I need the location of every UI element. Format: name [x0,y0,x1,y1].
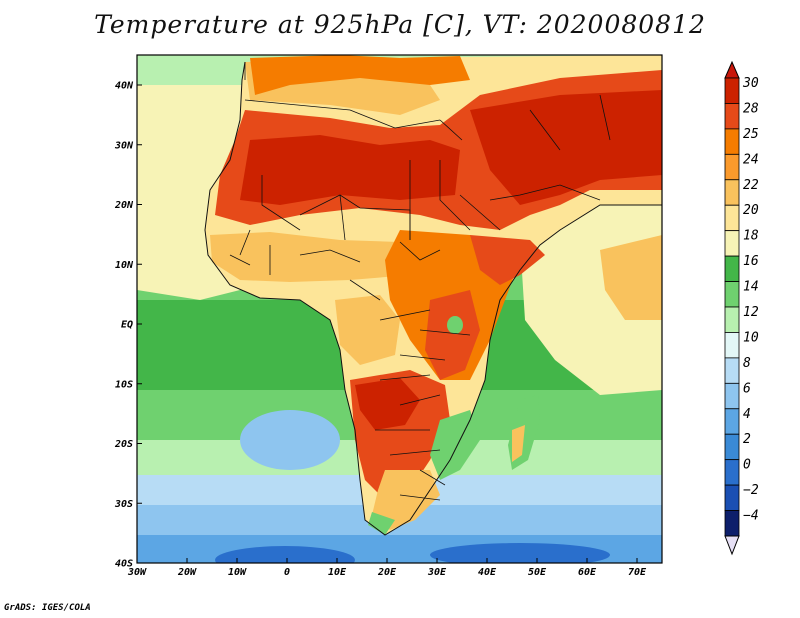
horn-of-africa-hot [470,235,545,285]
colorbar-under-arrow [724,535,740,556]
colorbar-label: 12 [743,305,759,320]
colorbar-label: 22 [743,178,759,193]
lake-victoria [447,316,463,334]
colorbar-swatch [724,153,740,181]
colorbar-label: 25 [743,127,759,142]
sahara-hottest [240,135,460,205]
colorbar-swatch [724,179,740,206]
lat-tick-label: EQ [121,320,133,331]
mozambique-green [430,410,480,480]
lon-tick-label: 50E [528,567,547,578]
colorbar-swatch [724,357,740,384]
colorbar-swatch [724,408,740,435]
longitude-axis: 30W 20W 10W 0 10E 20E 30E 40E 50E 60E 70E [127,558,647,578]
lon-tick-label: 10W [228,567,247,578]
latitude-axis: 40N 30N 20N 10N EQ 10S 20S 30S 40S [114,81,142,570]
colorbar-swatch [724,128,740,155]
europe-warm [250,55,470,95]
congo-mild [335,295,400,365]
lat-tick-label: 20S [114,439,133,450]
colorbar-swatch [724,103,740,130]
colorbar-label: 2 [743,432,751,447]
colorbar-label: 18 [743,229,759,244]
lon-tick-label: 70E [628,567,647,578]
colorbar-label: 30 [742,76,759,91]
ocean-cold-patch [215,546,355,563]
plot-frame [136,54,663,564]
lat-tick-label: 30N [114,140,134,151]
madagascar-mild [512,425,525,462]
colorbar-label: 10 [743,330,759,345]
colorbar-label: 20 [743,203,759,218]
colorbar-label: 24 [743,152,759,167]
lat-tick-label: 30S [114,499,133,510]
colorbar-swatch [724,306,740,333]
colorbar-label: 6 [743,381,751,396]
colorbar-label: 14 [743,280,759,295]
colorbar-swatch [724,433,740,461]
credit-label: GrADS: IGES/COLA [4,603,91,613]
ocean-cold-patch-east [430,543,610,563]
cape-cool [368,512,395,535]
colorbar-swatch [724,459,740,486]
lat-tick-label: 20N [114,200,134,211]
angola-hottest [355,378,420,430]
lat-tick-label: 10N [115,260,134,271]
colorbar-swatch [724,281,740,308]
lon-tick-label: 20W [177,567,197,578]
lon-tick-label: 40E [478,567,497,578]
colorbar-swatch [724,255,740,282]
colorbar-swatch [724,510,740,537]
lat-tick-label: 40S [115,559,133,570]
lon-tick-label: 0 [284,567,290,578]
colorbar-label: 8 [743,356,751,371]
colorbar-label: −4 [743,509,759,524]
lon-tick-label: 20E [377,567,397,578]
colorbar-swatch [724,382,740,410]
arabia-hottest [470,90,662,205]
lon-tick-label: 30E [427,567,447,578]
colorbar-over-arrow [724,60,740,79]
lon-tick-label: 30W [127,567,147,578]
map-title: Temperature at 925hPa [C], VT: 202008081… [94,10,706,39]
sahel-mild-band [210,232,430,282]
lon-tick-label: 60E [578,567,597,578]
indian-ocean-mild [600,235,662,320]
temperature-field [137,55,662,563]
colorbar-swatch [724,230,740,257]
rift-hot [425,290,480,380]
colorbar-label: 4 [743,407,751,422]
lat-tick-label: 40N [115,81,134,92]
ocean-cool-patch-atlantic [240,410,340,470]
colorbar-label: 16 [743,254,759,269]
colorbar-swatch [724,484,740,511]
lat-tick-label: 10S [115,379,133,390]
south-africa-mild [372,470,440,530]
country-borders [229,62,611,501]
colorbar-swatch [724,77,740,104]
colorbar-swatch [724,204,740,232]
colorbar-label: 28 [743,101,759,116]
colorbar-label: −2 [743,483,759,498]
coastline [204,61,662,536]
colorbar-swatch [724,332,740,359]
lon-tick-label: 10E [328,567,347,578]
colorbar-label: 0 [743,458,751,473]
